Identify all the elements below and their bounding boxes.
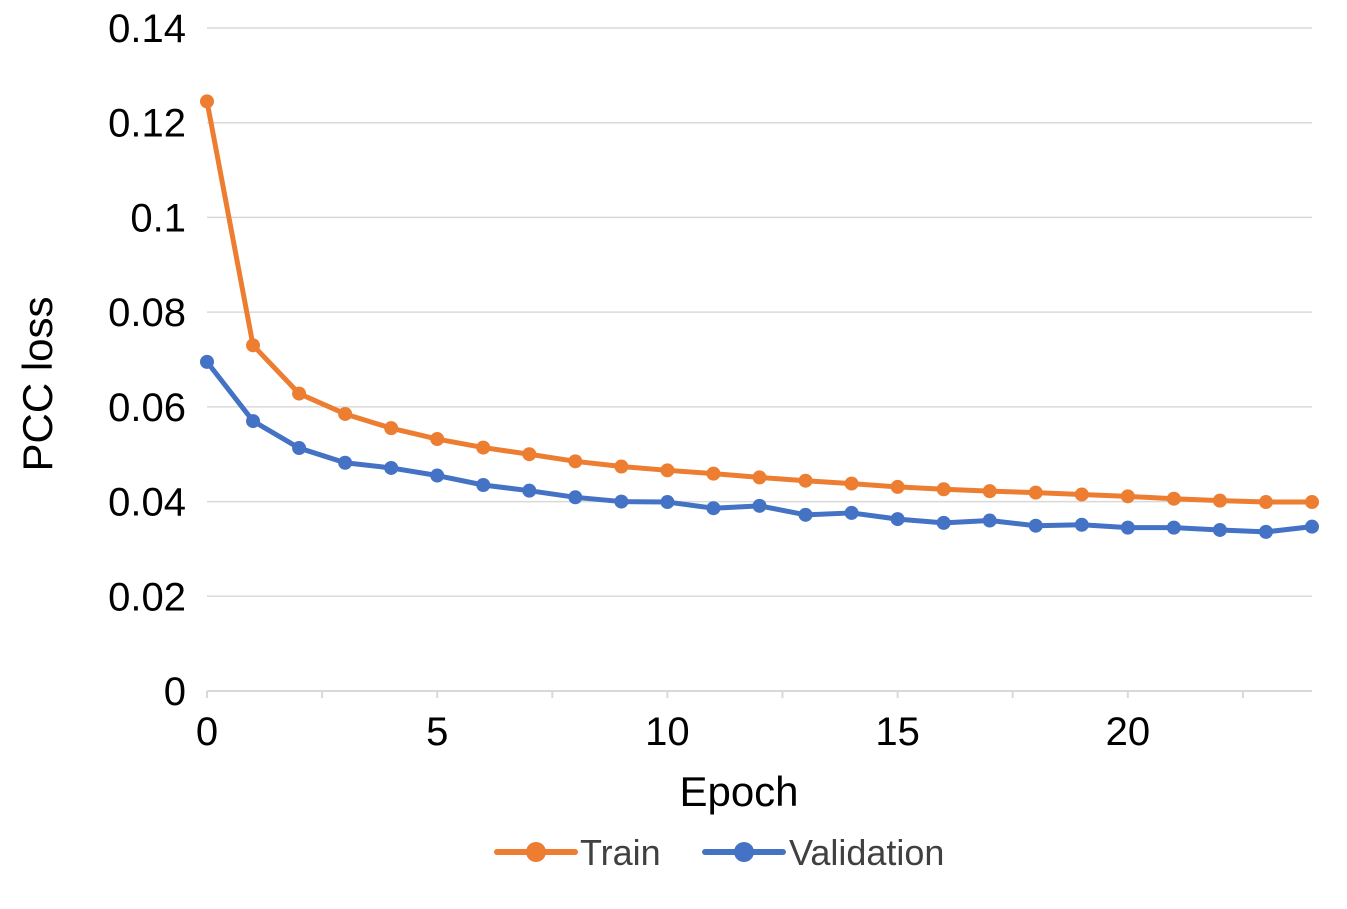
train-point: [1305, 495, 1319, 510]
validation-point: [844, 505, 859, 520]
train-point: [1212, 493, 1227, 508]
train-point: [1166, 491, 1181, 506]
y-tick-label: 0.12: [108, 102, 186, 146]
gridlines: [207, 27, 1312, 598]
train-point: [798, 473, 813, 488]
train-point: [292, 386, 307, 401]
train-point: [246, 338, 261, 353]
y-tick-label: 0.06: [108, 386, 186, 430]
train-point: [936, 482, 951, 497]
validation-point: [1120, 520, 1135, 535]
train-point: [706, 466, 721, 481]
x-tick-label: 15: [875, 710, 920, 754]
tick-labels: 0 0.02 0.04 0.06 0.08 0.1 0.12 0.14 0 5 10 15 20: [108, 7, 1150, 754]
x-tick-label: 20: [1106, 710, 1151, 754]
legend-item-train: Train: [494, 832, 661, 873]
validation-point: [384, 460, 399, 475]
validation-point: [890, 512, 905, 527]
validation-point: [1166, 520, 1181, 535]
validation-point: [982, 513, 997, 528]
train-point: [200, 94, 214, 109]
legend-label: Validation: [789, 832, 944, 873]
validation-point: [200, 354, 214, 369]
x-tick-label: 10: [645, 710, 690, 754]
legend-label: Train: [580, 832, 661, 873]
axes: [206, 690, 1312, 698]
train-point: [476, 440, 491, 455]
y-axis-title: PCC loss: [14, 296, 61, 471]
train-point: [1258, 495, 1273, 510]
train-point: [614, 459, 629, 474]
train-point: [430, 432, 445, 447]
train-point: [660, 463, 675, 478]
validation-point: [660, 495, 675, 510]
validation-point: [430, 468, 445, 483]
train-point: [338, 406, 353, 421]
series-train: [200, 94, 1319, 510]
validation-point: [1028, 518, 1043, 533]
y-tick-label: 0.04: [108, 481, 186, 525]
train-point: [568, 454, 583, 469]
legend-swatch-marker: [526, 842, 546, 862]
validation-point: [476, 477, 491, 492]
train-point: [1120, 489, 1135, 504]
validation-point: [292, 441, 307, 456]
legend: Train Validation: [494, 832, 944, 873]
train-point: [752, 470, 767, 485]
y-tick-label: 0.14: [108, 7, 186, 51]
validation-point: [1258, 524, 1273, 539]
y-tick-label: 0.1: [130, 196, 186, 240]
train-line: [204, 98, 1315, 505]
validation-point: [568, 490, 583, 505]
validation-point: [246, 414, 261, 429]
x-tick-label: 0: [196, 710, 218, 754]
x-tick-label: 5: [426, 710, 448, 754]
y-tick-label: 0.02: [108, 575, 186, 619]
validation-point: [338, 455, 353, 470]
train-point: [522, 447, 537, 462]
x-axis-title: Epoch: [679, 768, 798, 815]
train-point: [982, 484, 997, 499]
validation-point: [1074, 517, 1089, 532]
validation-point: [522, 483, 537, 498]
validation-point: [798, 507, 813, 522]
series-group: [200, 94, 1319, 539]
train-point: [1074, 487, 1089, 502]
series-validation: [200, 354, 1319, 539]
train-point: [844, 476, 859, 491]
legend-item-validation: Validation: [702, 832, 944, 873]
train-point: [1028, 485, 1043, 500]
y-tick-label: 0: [164, 670, 186, 714]
train-point: [384, 421, 399, 436]
validation-point: [936, 515, 951, 530]
validation-point: [752, 498, 767, 513]
train-point: [890, 479, 905, 494]
y-tick-label: 0.08: [108, 291, 186, 335]
validation-point: [1212, 522, 1227, 537]
validation-point: [706, 501, 721, 516]
validation-point: [1305, 519, 1319, 534]
legend-swatch-marker: [734, 842, 754, 862]
validation-point: [614, 494, 629, 509]
